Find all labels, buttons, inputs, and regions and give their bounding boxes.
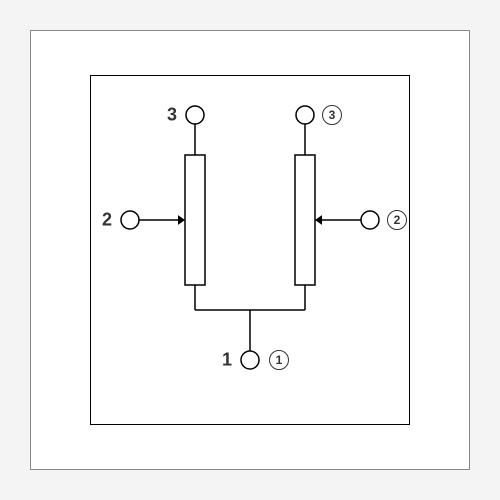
schematic-svg: [0, 0, 500, 500]
label-terminal-3-circled: 3: [322, 105, 342, 125]
label-terminal-1-circled: 1: [269, 350, 289, 370]
label-terminal-2-circled: 2: [387, 210, 407, 230]
label-terminal-2: 2: [102, 210, 112, 231]
label-terminal-1: 1: [222, 350, 232, 371]
label-terminal-3: 3: [167, 105, 177, 126]
